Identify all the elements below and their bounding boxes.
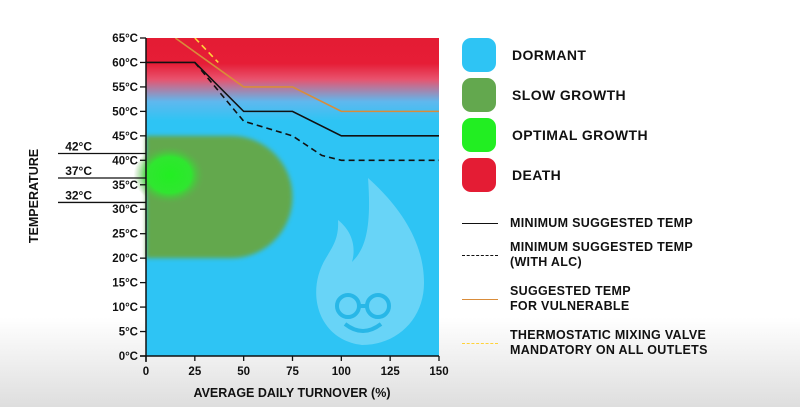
series-line-4 bbox=[194, 38, 219, 64]
legend-line-label: MINIMUM SUGGESTED TEMP bbox=[510, 216, 693, 231]
legend-line-item: THERMOSTATIC MIXING VALVE MANDATORY ON AL… bbox=[462, 328, 708, 358]
legend-line-label-line: SUGGESTED TEMP bbox=[510, 284, 631, 298]
series-line-2 bbox=[194, 61, 439, 162]
legend-swatch bbox=[462, 118, 496, 152]
x-tick-label: 0 bbox=[143, 366, 149, 378]
legend-line-label-line: MINIMUM SUGGESTED TEMP bbox=[510, 216, 693, 230]
x-tick-label: 50 bbox=[237, 366, 250, 378]
y-tick-label: 10°C bbox=[112, 302, 138, 314]
legend-line-item: SUGGESTED TEMP FOR VULNERABLE bbox=[462, 284, 631, 314]
y-tick-label: 55°C bbox=[112, 82, 138, 94]
y-tick-label: 65°C bbox=[112, 33, 138, 45]
legend-swatch bbox=[462, 78, 496, 112]
y-tick-label: 20°C bbox=[112, 253, 138, 265]
legend-zone-label: SLOW GROWTH bbox=[512, 87, 627, 103]
y-tick-label: 25°C bbox=[112, 229, 138, 241]
legend-line-label-line: FOR VULNERABLE bbox=[510, 299, 630, 313]
x-tick-label: 25 bbox=[188, 366, 201, 378]
legend-line-label: THERMOSTATIC MIXING VALVE MANDATORY ON AL… bbox=[510, 328, 708, 358]
x-tick-label: 150 bbox=[429, 366, 448, 378]
legend-zone-item: SLOW GROWTH bbox=[462, 78, 626, 112]
legend-swatch bbox=[462, 38, 496, 72]
extra-y-tick-label: 32°C bbox=[65, 188, 92, 202]
series-line-3 bbox=[174, 38, 439, 113]
legend-line-sample bbox=[462, 254, 498, 256]
x-tick-label: 125 bbox=[381, 366, 401, 378]
legend-line-label-line: MINIMUM SUGGESTED TEMP bbox=[510, 240, 693, 254]
extra-y-tick-label: 42°C bbox=[65, 140, 92, 154]
y-tick-label: 60°C bbox=[112, 57, 138, 69]
legend-line-label-line: THERMOSTATIC MIXING VALVE bbox=[510, 328, 707, 342]
x-axis-label: AVERAGE DAILY TURNOVER (%) bbox=[193, 386, 390, 400]
series-line-1 bbox=[146, 61, 439, 137]
legend-line-sample bbox=[462, 223, 498, 224]
legend-line-item: MINIMUM SUGGESTED TEMP bbox=[462, 216, 693, 231]
y-tick-label: 50°C bbox=[112, 106, 138, 118]
legend-line-sample bbox=[462, 298, 498, 300]
y-tick-label: 40°C bbox=[112, 155, 138, 167]
y-tick-label: 30°C bbox=[112, 204, 138, 216]
legend-line-label-line: MANDATORY ON ALL OUTLETS bbox=[510, 343, 708, 357]
legend-zone-label: DORMANT bbox=[512, 47, 587, 63]
legend-line-label: MINIMUM SUGGESTED TEMP (WITH ALC) bbox=[510, 240, 693, 270]
legend-swatch bbox=[462, 158, 496, 192]
x-tick-label: 100 bbox=[332, 366, 351, 378]
legend-zone-label: OPTIMAL GROWTH bbox=[512, 127, 648, 143]
flame-with-glasses-icon bbox=[316, 178, 424, 345]
y-tick-label: 15°C bbox=[112, 278, 138, 290]
legend-zone-item: DORMANT bbox=[462, 38, 586, 72]
legend-zone-label: DEATH bbox=[512, 167, 562, 183]
y-tick-label: 5°C bbox=[119, 327, 138, 339]
y-tick-label: 0°C bbox=[119, 351, 138, 363]
zone-optimal-growth bbox=[133, 144, 206, 205]
x-tick-label: 75 bbox=[286, 366, 299, 378]
extra-y-tick-label: 37°C bbox=[65, 164, 92, 178]
legend-line-item: MINIMUM SUGGESTED TEMP (WITH ALC) bbox=[462, 240, 693, 270]
y-axis-label: TEMPERATURE bbox=[27, 149, 41, 243]
legend-zone-item: OPTIMAL GROWTH bbox=[462, 118, 648, 152]
legend-zone-item: DEATH bbox=[462, 158, 561, 192]
y-tick-label: 45°C bbox=[112, 131, 138, 143]
legend-line-label-line: (WITH ALC) bbox=[510, 255, 582, 269]
legend-line-label: SUGGESTED TEMP FOR VULNERABLE bbox=[510, 284, 631, 314]
y-tick-label: 35°C bbox=[112, 180, 138, 192]
legend-line-sample bbox=[462, 342, 498, 344]
